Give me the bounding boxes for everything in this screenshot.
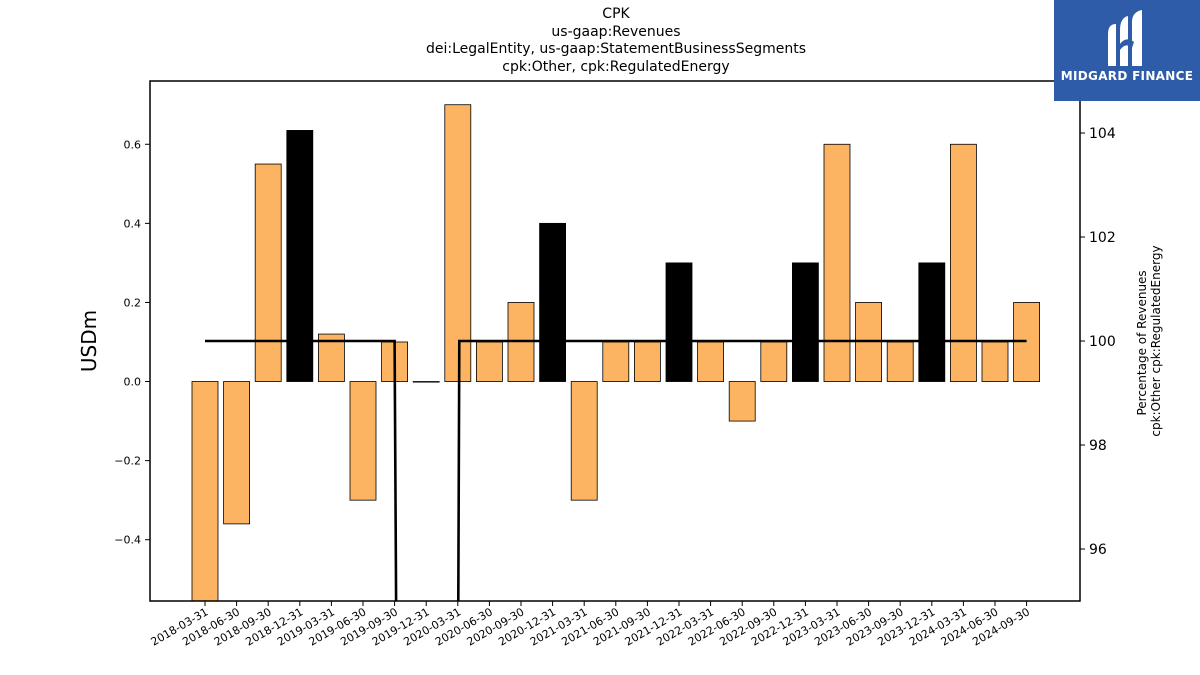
y-tick-label: 0.6 — [124, 138, 142, 151]
bar — [223, 381, 251, 525]
bar-series — [191, 104, 1040, 602]
y-tick-label: −0.2 — [114, 455, 141, 468]
bar — [665, 262, 693, 382]
y-tick-label: 0.0 — [124, 376, 142, 389]
y2-tick-label: 96 — [1089, 542, 1107, 558]
title-line-company: CPK — [602, 6, 630, 22]
y-axis-left: 0.6 0.4 0.2 0.0 −0.2 −0.4 — [114, 138, 150, 547]
y2-tick-label: 100 — [1089, 334, 1116, 350]
logo-mark-icon — [1108, 10, 1142, 66]
y-tick-label: 0.2 — [124, 296, 142, 309]
bar — [349, 381, 377, 501]
title-line-members: cpk:Other, cpk:RegulatedEnergy — [502, 58, 730, 75]
bar — [539, 222, 566, 382]
bar — [602, 341, 630, 382]
bar — [570, 381, 598, 501]
bar — [634, 341, 661, 382]
chart-title: CPK us-gaap:Revenues dei:LegalEntity, us… — [0, 6, 1200, 76]
title-line-axes: dei:LegalEntity, us-gaap:StatementBusine… — [426, 41, 806, 57]
bar — [475, 341, 503, 382]
y-tick-label: 0.4 — [124, 217, 142, 230]
title-line-concept: us-gaap:Revenues — [551, 23, 681, 40]
bar — [444, 104, 472, 382]
bar — [792, 262, 819, 382]
bar — [254, 163, 282, 382]
percentage-line — [205, 339, 1027, 602]
y-axis-label: USDm — [77, 310, 101, 372]
bar — [886, 341, 914, 382]
bar — [918, 262, 946, 382]
x-axis: 2018-03-312018-06-302018-09-302018-12-31… — [149, 601, 1032, 649]
y-tick-label: −0.4 — [114, 534, 141, 547]
bar — [981, 341, 1009, 382]
y2-axis-label-line-1: Percentage of Revenues — [1135, 270, 1149, 415]
bar — [191, 381, 219, 602]
bar — [760, 341, 788, 382]
bar — [697, 341, 724, 382]
y2-tick-label: 98 — [1089, 438, 1107, 454]
y2-tick-label: 104 — [1089, 126, 1116, 142]
percentage-series — [205, 339, 1027, 602]
bar — [823, 143, 851, 382]
bar — [286, 130, 314, 382]
logo-text: MIDGARD FINANCE — [1060, 69, 1194, 83]
y2-tick-label: 102 — [1089, 230, 1116, 246]
bar — [950, 143, 977, 382]
bar — [728, 381, 756, 422]
y2-axis-label-line-2: cpk:Other cpk:RegulatedEnergy — [1149, 245, 1163, 436]
midgard-finance-logo: MIDGARD FINANCE — [1054, 0, 1200, 101]
bar — [412, 381, 440, 383]
y-axis-right: 104 102 100 98 96 — [1080, 126, 1116, 558]
y2-axis-label: Percentage of Revenues cpk:Other cpk:Reg… — [1135, 245, 1163, 436]
